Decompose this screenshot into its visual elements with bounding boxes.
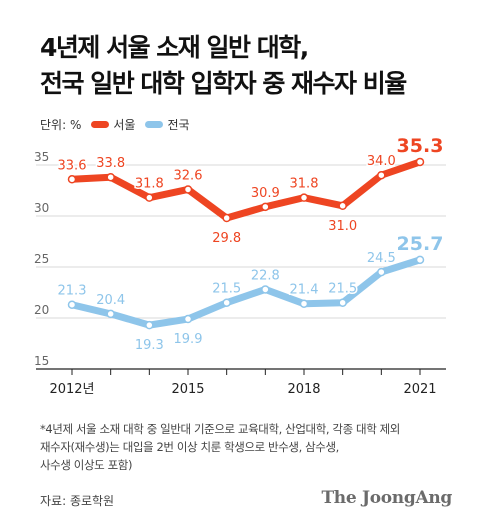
data-point-1-1 <box>106 309 115 319</box>
x-tick-label-2021: 2021 <box>403 382 436 397</box>
data-point-0-8 <box>377 170 386 180</box>
data-point-1-5 <box>261 285 270 294</box>
data-point-1-9 <box>415 255 425 265</box>
chart-title: 4년제 서울 소재 일반 대학, 전국 일반 대학 입학자 중 재수자 비율 <box>40 30 460 102</box>
y-tick-label-15: 15 <box>34 354 49 368</box>
data-label-1-8: 24.5 <box>367 251 396 266</box>
data-point-0-3 <box>183 185 193 194</box>
unit-label: 단위: % <box>40 118 82 132</box>
title-line-1: 4년제 서울 소재 일반 대학, <box>40 33 309 62</box>
legend-swatch-seoul <box>91 121 110 128</box>
data-label-0-2: 31.8 <box>135 177 164 192</box>
data-label-1-9: 25.7 <box>397 233 444 255</box>
publisher-logo: The JoongAng <box>321 488 452 508</box>
legend-swatch-national <box>145 121 164 128</box>
data-label-0-0: 33.6 <box>58 158 87 173</box>
data-point-0-7 <box>338 201 347 211</box>
data-label-1-3: 19.9 <box>174 332 203 347</box>
data-point-1-3 <box>183 314 193 324</box>
data-label-1-1: 20.4 <box>96 293 125 308</box>
data-label-1-4: 21.5 <box>212 282 241 297</box>
x-tick-label-2012: 2012년 <box>49 382 94 397</box>
data-point-0-5 <box>261 202 270 212</box>
data-point-0-2 <box>145 193 154 202</box>
data-label-0-5: 30.9 <box>251 186 280 201</box>
y-tick-label-20: 20 <box>34 303 49 317</box>
data-label-0-7: 31.0 <box>328 219 357 234</box>
data-label-1-2: 19.3 <box>135 338 164 353</box>
data-label-0-1: 33.8 <box>96 156 125 171</box>
data-label-1-5: 22.8 <box>251 268 280 283</box>
legend-label-seoul: 서울 <box>113 118 136 132</box>
data-label-0-9: 35.3 <box>397 135 444 157</box>
legend: 단위: % 서울 전국 <box>40 116 190 133</box>
data-label-0-4: 29.8 <box>212 231 241 246</box>
line-chart: 15 20 25 30 35 2012년 2015 2018 2021 33.6 33.8 31.8 3… <box>34 133 446 397</box>
data-point-1-4 <box>222 298 231 307</box>
x-tick-label-2018: 2018 <box>287 382 320 397</box>
series-line-0 <box>68 158 424 222</box>
data-point-0-9 <box>415 157 425 167</box>
data-point-1-2 <box>145 320 154 330</box>
y-tick-label-30: 30 <box>34 201 49 215</box>
data-point-1-8 <box>377 267 386 277</box>
data-label-0-6: 31.8 <box>290 177 319 192</box>
y-tick-label-25: 25 <box>34 252 49 266</box>
footnote-line-1: *4년제 서울 소재 대학 중 일반대 기준으로 교육대학, 산업대학, 각종 … <box>40 422 400 436</box>
data-label-1-0: 21.3 <box>58 284 87 299</box>
y-tick-label-35: 35 <box>34 150 49 164</box>
footnote: *4년제 서울 소재 대학 중 일반대 기준으로 교육대학, 산업대학, 각종 … <box>40 420 460 474</box>
data-point-0-6 <box>299 193 309 202</box>
footnote-line-3: 사수생 이상도 포함) <box>40 458 133 472</box>
data-point-0-0 <box>67 175 77 184</box>
series-line-1 <box>68 256 424 329</box>
data-label-0-8: 34.0 <box>367 154 396 169</box>
data-point-0-1 <box>106 172 115 182</box>
data-point-1-7 <box>338 298 347 307</box>
data-point-1-0 <box>67 300 77 309</box>
data-label-1-7: 21.5 <box>328 282 357 297</box>
legend-item-seoul: 서울 <box>91 116 135 133</box>
footnote-line-2: 재수자(재수생)는 대입을 2번 이상 치룬 학생으로 반수생, 삼수생, <box>40 440 339 454</box>
legend-label-national: 전국 <box>167 118 190 132</box>
data-label-0-3: 32.6 <box>174 168 203 183</box>
legend-item-national: 전국 <box>145 116 190 133</box>
data-label-1-6: 21.4 <box>290 283 319 298</box>
source-label: 자료: 종로학원 <box>40 494 115 508</box>
x-tick-label-2015: 2015 <box>171 382 204 397</box>
data-point-0-4 <box>222 213 231 223</box>
title-line-2: 전국 일반 대학 입학자 중 재수자 비율 <box>40 69 407 98</box>
data-point-1-6 <box>299 299 309 308</box>
